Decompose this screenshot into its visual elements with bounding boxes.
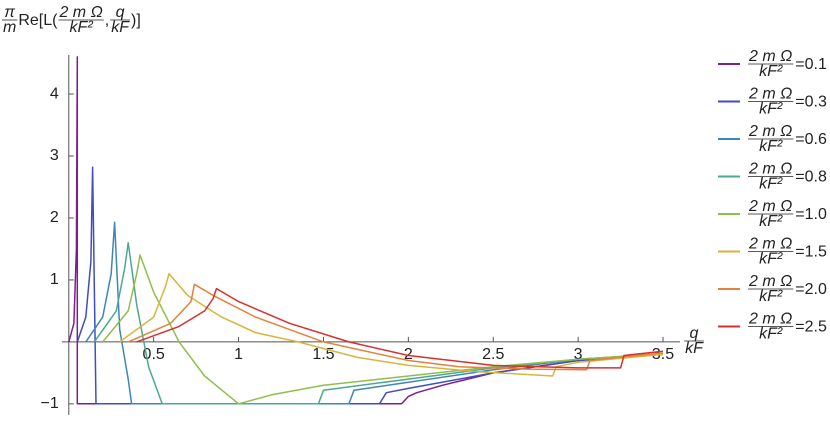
legend-label: =2.5 (795, 319, 827, 336)
x-tick-label: 1 (234, 346, 243, 363)
legend-label: =0.1 (795, 56, 827, 73)
fraction-denominator: kF² (759, 176, 783, 193)
fraction-numerator: 2 m Ω (748, 48, 792, 65)
fraction-numerator: 2 m Ω (748, 236, 792, 253)
series-line (136, 287, 664, 369)
legend-label: =2.0 (795, 281, 827, 298)
fraction-denominator: kF (685, 340, 704, 357)
series-line (127, 283, 664, 371)
fraction-denominator: kF² (759, 101, 783, 118)
y-axis-label: )] (131, 12, 141, 29)
fraction-numerator: 2 m Ω (748, 311, 792, 328)
fraction-numerator: q (116, 4, 125, 21)
y-tick-label: 1 (50, 271, 59, 288)
fraction-denominator: kF² (759, 326, 783, 343)
fraction-denominator: kF² (70, 19, 94, 36)
fraction-numerator: 2 m Ω (748, 273, 792, 290)
fraction-numerator: 2 m Ω (748, 161, 792, 178)
x-tick-label: 3 (574, 346, 583, 363)
x-tick-label: 3.5 (652, 346, 674, 363)
y-tick-label: 2 (50, 209, 59, 226)
x-tick-label: 2 (404, 346, 413, 363)
x-tick-label: 2.5 (482, 346, 504, 363)
y-tick-label: 3 (50, 147, 59, 164)
fraction-numerator: π (4, 4, 15, 21)
fraction-denominator: kF² (759, 63, 783, 80)
y-tick-label: 4 (50, 85, 59, 102)
legend-label: =1.5 (795, 244, 827, 261)
fraction-denominator: kF (111, 19, 130, 36)
legend-label: =0.8 (795, 169, 827, 186)
legend-label: =0.3 (795, 94, 827, 111)
legend-label: =1.0 (795, 206, 827, 223)
fraction-denominator: kF² (759, 138, 783, 155)
fraction-numerator: 2 m Ω (748, 86, 792, 103)
fraction-numerator: 2 m Ω (58, 4, 102, 21)
series-line (85, 221, 664, 405)
fraction-denominator: kF² (759, 288, 783, 305)
x-tick-label: 0.5 (143, 346, 165, 363)
y-axis-label: , (105, 12, 109, 29)
fraction-denominator: kF² (759, 213, 783, 230)
fraction-numerator: 2 m Ω (748, 123, 792, 140)
y-tick-label: −1 (41, 395, 59, 412)
legend-label: =0.6 (795, 131, 827, 148)
series-line (102, 254, 664, 405)
fraction-denominator: kF² (759, 251, 783, 268)
fraction-numerator: q (690, 325, 699, 342)
fraction-denominator: m (3, 19, 16, 36)
fraction-numerator: 2 m Ω (748, 198, 792, 215)
y-axis-label: Re[L( (18, 12, 58, 29)
